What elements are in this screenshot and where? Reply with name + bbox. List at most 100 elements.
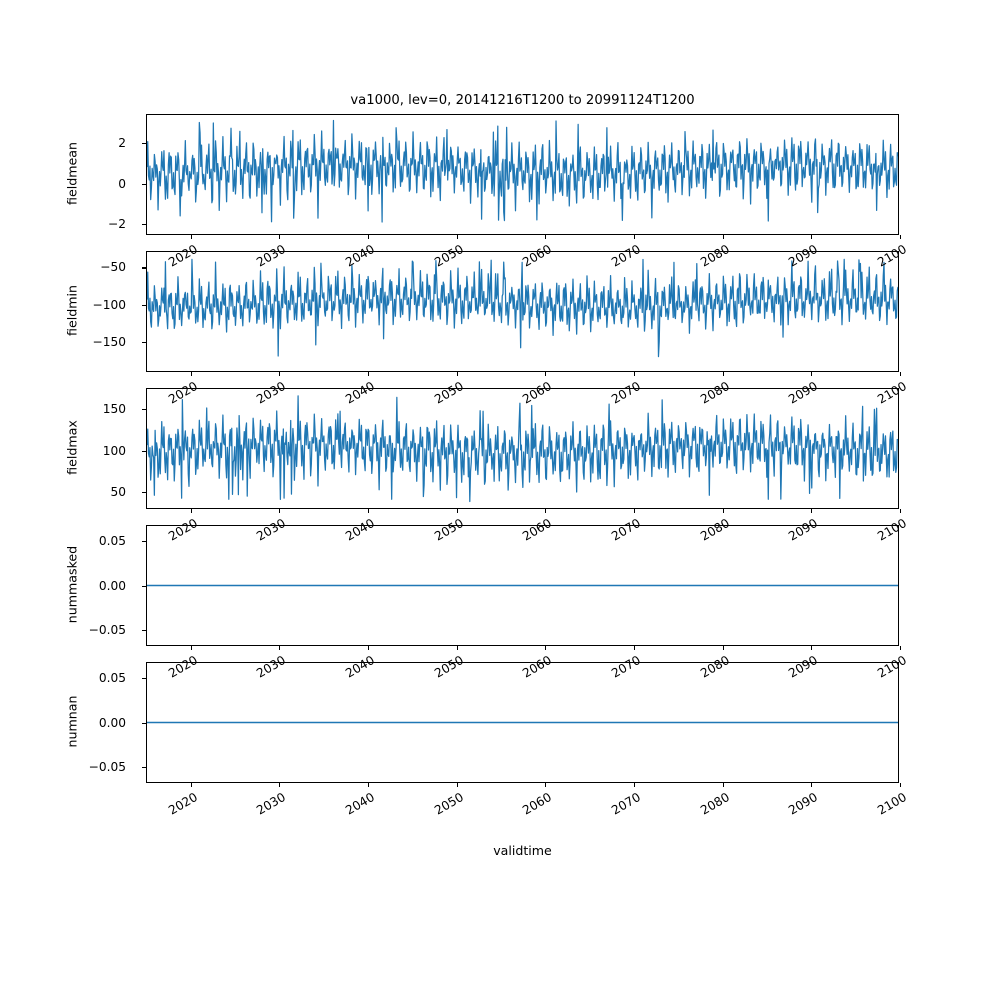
x-tick-mark xyxy=(633,372,636,376)
x-tick-mark xyxy=(899,646,901,650)
x-tick-mark xyxy=(633,235,636,239)
y-tick-mark xyxy=(142,629,146,632)
x-tick-mark xyxy=(456,646,458,650)
x-tick-mark xyxy=(279,783,281,787)
x-tick-label: 2030 xyxy=(254,790,289,818)
x-tick-mark xyxy=(279,646,281,650)
subplot-fieldmin xyxy=(146,251,899,372)
y-tick-label: −2 xyxy=(108,216,126,231)
y-tick-label: −150 xyxy=(92,335,126,350)
y-tick-mark xyxy=(142,143,146,145)
y-tick-label: −0.05 xyxy=(88,622,126,637)
x-tick-mark xyxy=(722,783,724,787)
x-tick-mark xyxy=(456,372,458,376)
y-tick-label: −0.05 xyxy=(88,759,126,774)
y-tick-label: 150 xyxy=(102,401,126,416)
x-tick-mark xyxy=(545,235,547,239)
subplot-numnan xyxy=(146,662,899,783)
x-tick-mark xyxy=(190,783,192,787)
y-tick-mark xyxy=(142,408,146,410)
y-axis-label-fieldmax: fieldmax xyxy=(64,419,80,475)
x-tick-mark xyxy=(722,235,724,239)
subplot-fieldmax xyxy=(146,388,899,509)
x-tick-mark xyxy=(545,646,547,650)
x-tick-mark xyxy=(190,372,192,376)
plot-area-fieldmean xyxy=(147,115,898,234)
plot-area-fieldmax xyxy=(147,389,898,508)
y-tick-mark xyxy=(142,450,146,452)
x-tick-mark xyxy=(190,646,192,650)
x-tick-mark xyxy=(456,783,458,787)
x-tick-mark xyxy=(545,372,547,376)
x-tick-mark xyxy=(545,783,547,787)
data-line-fieldmin xyxy=(147,258,898,358)
data-line-nummasked xyxy=(147,584,898,587)
plot-area-fieldmin xyxy=(147,252,898,371)
x-tick-mark xyxy=(811,783,813,787)
x-tick-mark xyxy=(367,372,370,376)
plot-area-nummasked xyxy=(147,526,898,645)
subplot-nummasked xyxy=(146,525,899,646)
x-tick-mark xyxy=(545,509,547,513)
x-tick-mark xyxy=(633,509,636,513)
x-tick-mark xyxy=(722,372,724,376)
x-tick-label: 2050 xyxy=(431,790,466,818)
y-axis-label-numnan: numnan xyxy=(64,695,80,747)
plot-area-numnan xyxy=(147,663,898,782)
x-tick-mark xyxy=(367,646,370,650)
x-tick-label: 2020 xyxy=(165,790,200,818)
x-tick-label: 2090 xyxy=(786,790,821,818)
subplot-fieldmean xyxy=(146,114,899,235)
y-tick-mark xyxy=(142,342,146,344)
x-tick-mark xyxy=(722,509,724,513)
x-tick-mark xyxy=(722,646,724,650)
y-tick-mark xyxy=(142,183,146,185)
data-line-fieldmax xyxy=(147,395,898,503)
x-tick-label: 2100 xyxy=(875,790,909,818)
y-tick-label: 0.05 xyxy=(98,534,126,548)
x-tick-mark xyxy=(811,372,813,376)
x-tick-label: 2040 xyxy=(343,790,377,818)
x-tick-mark xyxy=(190,509,192,513)
y-tick-label: −100 xyxy=(92,297,126,312)
x-tick-label: 2060 xyxy=(520,790,555,818)
x-tick-mark xyxy=(456,509,458,513)
x-tick-mark xyxy=(367,783,370,787)
y-tick-label: 100 xyxy=(102,443,126,458)
x-tick-mark xyxy=(899,509,901,513)
x-tick-mark xyxy=(899,783,901,787)
x-tick-mark xyxy=(811,235,813,239)
x-axis-label: validtime xyxy=(493,843,552,858)
x-tick-mark xyxy=(279,235,281,239)
y-tick-label: 0.05 xyxy=(98,671,126,685)
x-tick-label: 2070 xyxy=(609,790,643,818)
x-tick-mark xyxy=(899,235,901,239)
y-tick-mark xyxy=(142,585,146,587)
x-tick-mark xyxy=(633,783,636,787)
x-tick-label: 2080 xyxy=(697,790,732,818)
y-tick-mark xyxy=(142,267,146,269)
y-tick-label: 0.00 xyxy=(98,715,126,730)
data-line-fieldmean xyxy=(147,119,898,223)
y-tick-mark xyxy=(142,678,146,680)
x-tick-mark xyxy=(456,235,458,239)
x-tick-mark xyxy=(633,646,636,650)
x-tick-mark xyxy=(279,509,281,513)
y-tick-label: 0 xyxy=(118,176,126,191)
y-tick-mark xyxy=(142,304,146,306)
y-tick-label: 2 xyxy=(118,136,126,151)
x-tick-mark xyxy=(811,646,813,650)
y-axis-label-fieldmin: fieldmin xyxy=(64,284,80,336)
figure-title: va1000, lev=0, 20141216T1200 to 20991124… xyxy=(350,93,695,108)
y-tick-mark xyxy=(142,541,146,543)
x-tick-mark xyxy=(899,372,901,376)
y-axis-label-nummasked: nummasked xyxy=(64,545,80,623)
y-tick-mark xyxy=(142,223,146,225)
y-tick-label: 50 xyxy=(110,485,126,500)
y-tick-mark xyxy=(142,492,146,494)
y-tick-mark xyxy=(142,722,146,724)
y-axis-label-fieldmean: fieldmean xyxy=(64,141,80,205)
y-tick-mark xyxy=(142,766,146,769)
data-line-numnan xyxy=(147,721,898,724)
